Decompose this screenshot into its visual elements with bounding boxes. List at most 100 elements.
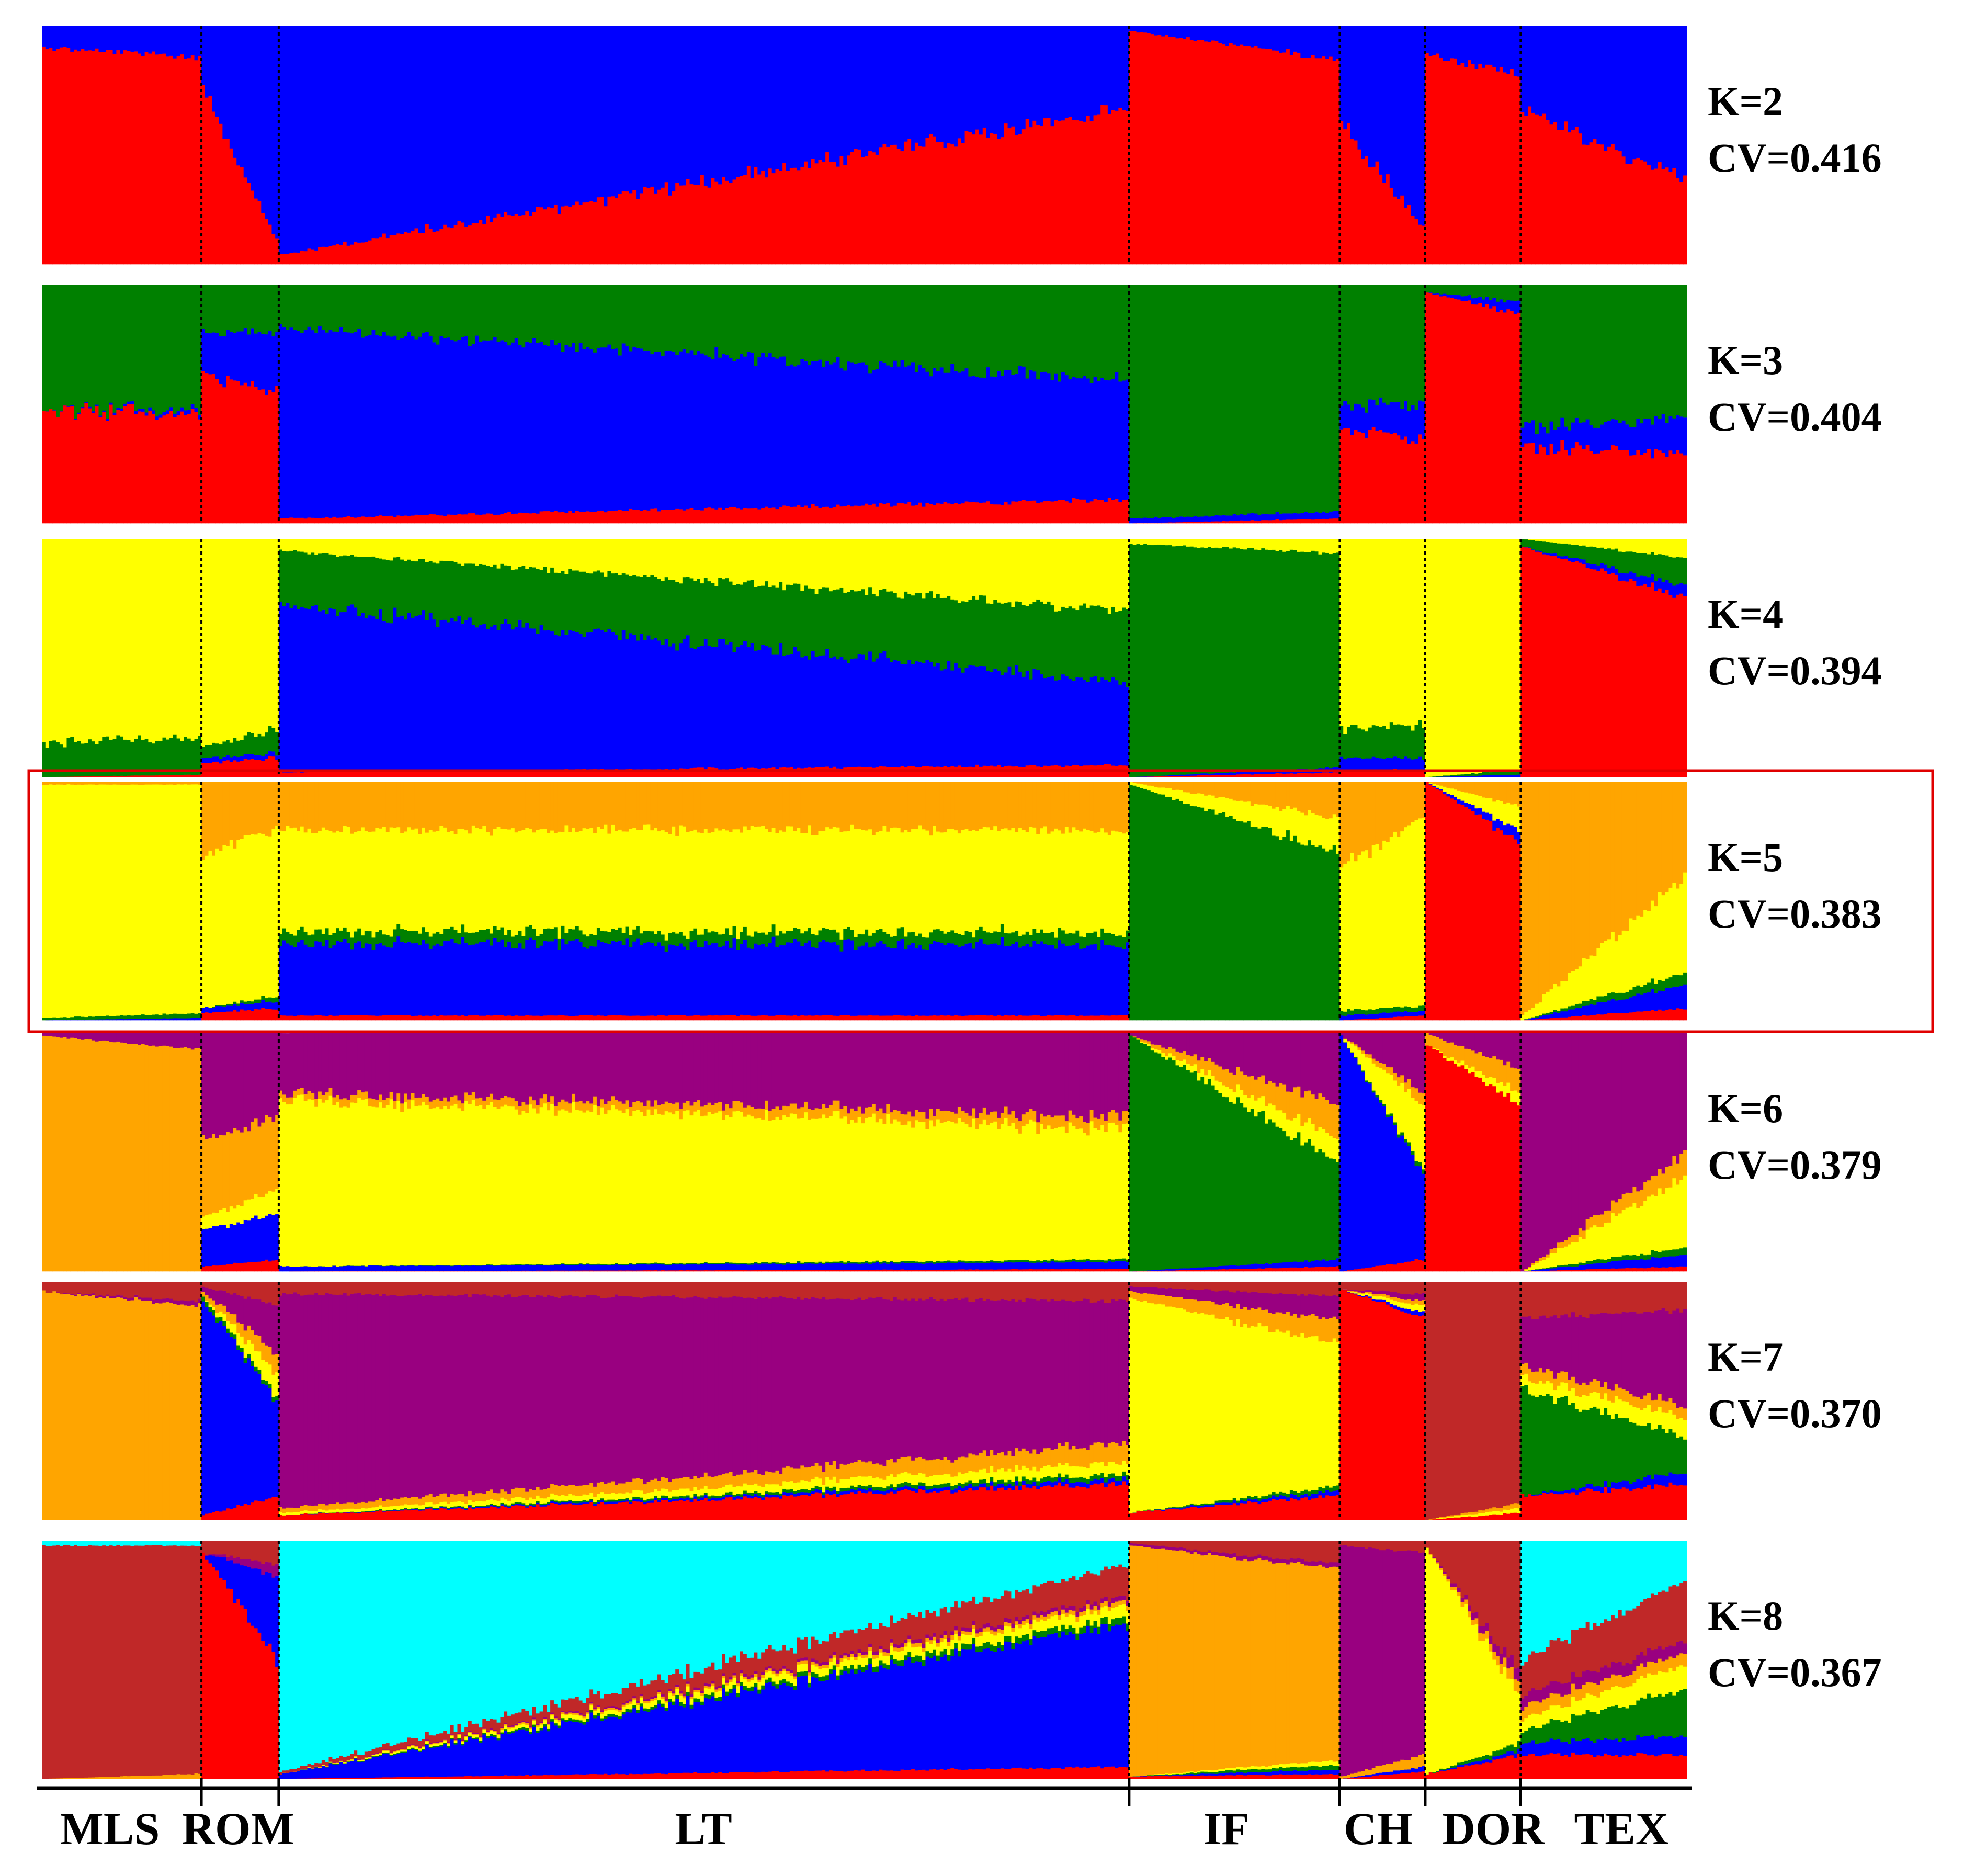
bar-segment-red [81,408,85,524]
bar-segment-red [689,507,694,524]
bar-segment-red [77,51,82,265]
bar-segment-yellow [990,539,994,604]
bar-segment-blue [779,356,783,507]
bar-segment-yellow [88,784,92,1017]
bar-segment-blue [407,613,412,772]
bar-segment-red [714,509,719,524]
bar-segment-blue [222,26,226,139]
bar-segment-blue [112,26,117,54]
bar-segment-blue [1036,26,1040,125]
bar-segment-red [1411,216,1415,265]
bar-segment-green [1257,285,1262,515]
bar-segment-red [718,1015,722,1021]
bar-segment-blue [428,948,433,1016]
bar-segment-green [468,563,472,618]
bar-segment-blue [1397,402,1401,436]
bar-segment-blue [1061,26,1065,121]
bar-segment-blue [450,26,455,229]
bar-segment-blue [1600,424,1604,451]
bar-segment-green [1450,285,1454,295]
bar-segment-blue [173,413,177,417]
bar-segment-blue [679,643,683,769]
bar-segment-red [947,143,951,265]
bar-segment-red [293,252,297,265]
bar-segment-red [589,201,594,265]
bar-segment-green [986,603,990,671]
bar-segment-green [106,736,110,776]
bar-segment-red [850,767,855,777]
bar-segment-blue [839,368,844,507]
bar-segment-red [693,510,697,524]
bar-segment-red [1600,568,1604,777]
bar-segment-green [839,587,844,657]
bar-segment-green [293,935,297,947]
bar-segment-blue [1436,776,1440,777]
bar-segment-orange [532,782,537,833]
bar-segment-red [750,767,755,777]
bar-segment-green [657,931,662,943]
bar-segment-blue [593,946,597,1016]
bar-segment-red [257,1009,262,1021]
bar-segment-green [268,285,273,332]
bar-segment-green [332,285,336,332]
bar-segment-yellow [436,539,440,564]
bar-segment-red [180,775,184,777]
bar-segment-red [155,775,160,777]
bar-segment-blue [1104,679,1108,764]
bar-segment-blue [1232,26,1237,45]
bar-segment-red [328,517,333,524]
bar-segment-blue [343,612,347,772]
bar-segment-green [141,1014,145,1019]
bar-segment-green [1672,557,1676,586]
bar-segment-green [1111,285,1116,379]
bar-segment-green [1097,605,1101,683]
bar-segment-red [1414,770,1418,777]
bar-segment-red [714,1015,719,1021]
bar-segment-red [532,770,537,777]
bar-segment-blue [890,662,894,767]
bar-segment-blue [1247,771,1251,775]
bar-segment-red [797,767,801,777]
bar-segment-yellow [265,835,269,999]
bar-segment-blue [1578,422,1583,446]
bar-segment-blue [968,376,972,503]
bar-segment-yellow [693,539,697,581]
bar-segment-green [1265,285,1269,514]
bar-segment-red [56,49,60,265]
bar-segment-green [811,589,815,651]
bar-segment-green [1538,285,1543,423]
bar-segment-green [328,554,333,608]
bar-segment-green [482,285,486,341]
bar-segment-red [510,513,515,524]
bar-segment-green [543,928,547,941]
bar-segment-orange [443,782,447,828]
bar-segment-yellow [297,539,301,552]
bar-segment-blue [1083,680,1087,766]
bar-segment-green [257,999,262,1003]
bar-segment-green [586,573,590,633]
bar-segment-blue [825,360,830,507]
bar-segment-green [943,597,948,669]
bar-segment-red [843,165,847,265]
bar-segment-blue [1257,771,1262,774]
bar-segment-blue [775,358,779,510]
bar-segment-blue [954,663,958,767]
bar-segment-green [1286,551,1290,770]
bar-segment-yellow [286,826,290,932]
bar-segment-blue [176,26,180,56]
bar-segment-blue [247,754,251,760]
bar-segment-blue [201,758,206,763]
bar-segment-green [1650,552,1655,574]
bar-segment-yellow [49,539,53,741]
bar-segment-blue [1347,26,1351,123]
bar-segment-yellow [675,835,679,934]
bar-segment-red [1582,449,1586,524]
bar-segment-red [1072,120,1076,265]
bar-segment-orange [350,782,354,834]
bar-segment-red [918,146,923,265]
bar-segment-blue [961,371,966,504]
bar-segment-blue [575,26,580,202]
bar-segment-red [1025,501,1030,524]
bar-segment-green [49,1018,53,1021]
bar-segment-red [251,759,255,777]
